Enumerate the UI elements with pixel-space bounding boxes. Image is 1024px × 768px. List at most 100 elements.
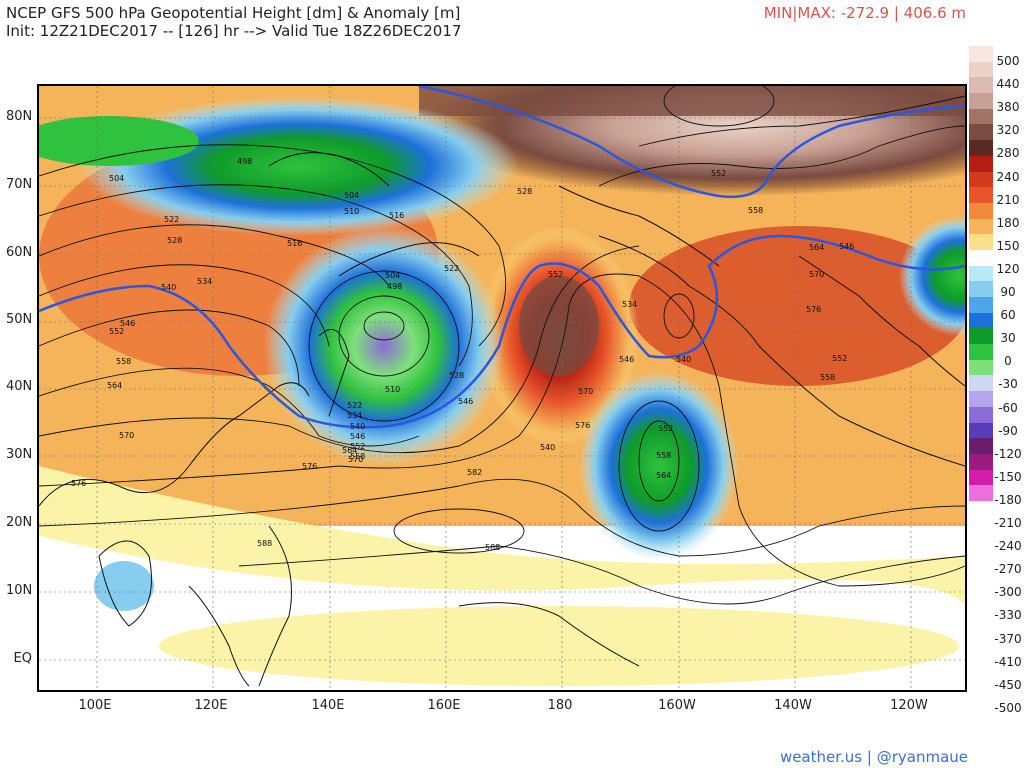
colorbar-label: 440 [996,77,1020,92]
lat-label: 20N [6,515,33,530]
colorbar-swatch [969,359,993,376]
contour-label: 552 [711,169,726,178]
lon-label: 160W [658,698,696,713]
contour-label: 504 [344,191,359,200]
colorbar-swatch [969,77,993,94]
contour-label: 546 [350,432,365,441]
contour-label: 546 [120,319,135,328]
colorbar-swatch [969,328,993,345]
contour-label: 576 [302,462,317,471]
lat-label: 10N [6,583,33,598]
colorbar-label: -330 [994,608,1022,623]
colorbar-label: 120 [996,261,1020,276]
contour-label: 540 [676,355,691,364]
chart-subtitle: Init: 12Z21DEC2017 -- [126] hr --> Valid… [6,22,462,40]
lon-label: 100E [78,698,112,713]
min-max-readout: MIN|MAX: -272.9 | 406.6 m [763,4,966,22]
contour-label: 564 [809,243,824,252]
colorbar-swatch [969,265,993,282]
colorbar-swatch [969,485,993,501]
colorbar-swatch [969,453,993,470]
contour-label: 564 [342,446,357,455]
colorbar-swatch [969,140,993,156]
colorbar-swatch [969,406,993,423]
colorbar-swatch [969,93,993,109]
colorbar-label: -30 [998,377,1018,392]
contour-label: 504 [385,271,400,280]
colorbar-label: 500 [996,54,1020,68]
contour-label: 498 [237,157,252,166]
lon-label: 120W [890,698,928,713]
contour-label: 564 [107,381,122,390]
contour-label: 558 [350,452,365,461]
colorbar-label: -450 [994,677,1022,692]
colorbar-label: 30 [1000,331,1016,346]
contour-label: 522 [347,401,362,410]
contour-label: 576 [71,479,86,488]
contour-label: 576 [575,421,590,430]
contour-label: 534 [622,300,637,309]
colorbar-swatch [969,155,993,172]
colorbar-swatch [969,202,993,219]
colorbar-swatch [969,312,993,329]
colorbar-label: -180 [994,492,1022,507]
colorbar-label: -90 [998,423,1018,438]
colorbar-label: 90 [1000,285,1016,299]
colorbar-swatch [969,391,993,407]
lon-label: 120E [194,698,228,713]
colorbar-label: 240 [996,169,1020,184]
credit-text: weather.us | @ryanmaue [779,748,968,766]
lat-label: 80N [6,109,33,124]
contour-label: 504 [109,174,124,183]
contour-label: 522 [164,215,179,224]
contour-label: 558 [656,451,671,460]
contour-label: 588 [257,539,272,548]
colorbar-label: 210 [996,192,1020,207]
colorbar-swatch [969,438,993,454]
colorbar-swatch [969,344,993,360]
contour-label: 516 [287,239,302,248]
contour-label: 558 [820,373,835,382]
colorbar-swatch [969,281,993,297]
colorbar-swatch [969,187,993,203]
colorbar-label: -210 [994,516,1022,530]
contour-label: 546 [458,397,473,406]
colorbar-swatch [969,469,993,486]
colorbar-swatch [969,422,993,439]
contour-label: 564 [656,471,671,480]
colorbar-swatch [969,218,993,235]
lat-label: 40N [6,379,33,394]
contour-label: 570 [578,387,593,396]
contour-label: 540 [540,443,555,452]
contour-label: 528 [167,236,182,245]
contour-label: 570 [348,455,363,464]
contour-label: 552 [548,270,563,279]
colorbar-label: -150 [994,469,1022,484]
contour-label: 570 [809,270,824,279]
contour-label: 498 [387,282,402,291]
lat-label: 70N [6,177,33,192]
contour-label: 516 [389,211,404,220]
chart-title: NCEP GFS 500 hPa Geopotential Height [dm… [6,4,461,22]
colorbar-label: -60 [998,400,1018,415]
contour-label: 528 [449,371,464,380]
colorbar-label: 150 [996,238,1020,253]
contour-label: 546 [839,242,854,251]
colorbar-label: 320 [996,123,1020,138]
lat-label: 60N [6,245,33,260]
contour-label: 534 [197,277,212,286]
lat-label: EQ [13,651,32,666]
colorbar-swatch [969,234,993,250]
contour-label: 588 [485,543,500,552]
colorbar-swatch [969,46,993,62]
colorbar [969,46,993,501]
colorbar-swatch [969,61,993,78]
lon-label: 140W [774,698,812,713]
colorbar-label: 60 [1000,308,1016,323]
contour-label: 558 [748,206,763,215]
contour-label: 534 [347,411,362,420]
contour-label: 558 [116,357,131,366]
colorbar-label: -240 [994,539,1022,554]
colorbar-label: -300 [994,585,1022,600]
